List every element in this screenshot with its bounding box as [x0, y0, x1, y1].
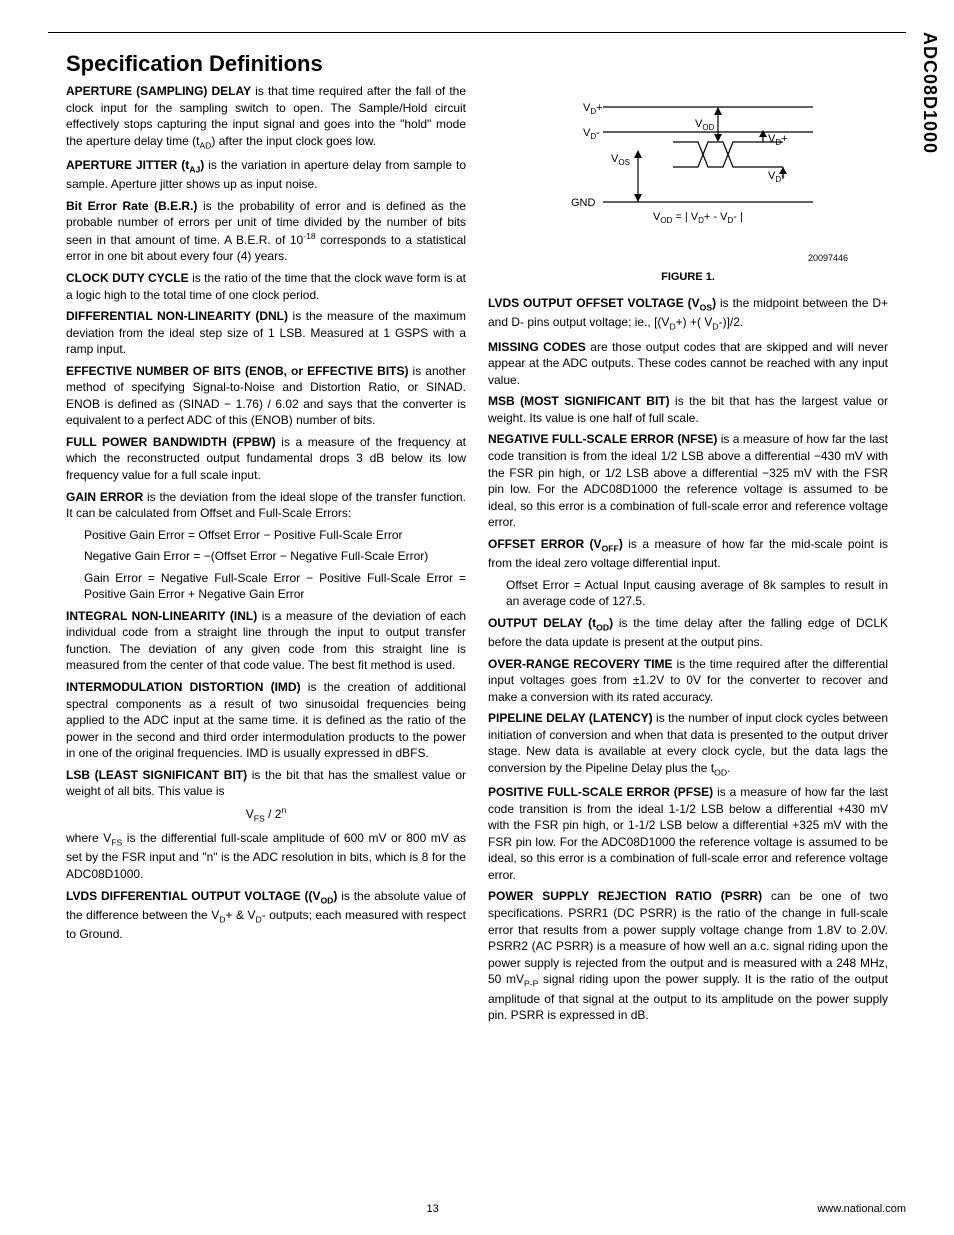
definition: OFFSET ERROR (VOFF) is a measure of how … — [488, 536, 888, 572]
svg-text:VD+: VD+ — [583, 102, 603, 116]
svg-text:GND: GND — [571, 197, 596, 209]
definition: FULL POWER BANDWIDTH (FPBW) is a measure… — [66, 434, 466, 484]
gain-line: Positive Gain Error = Offset Error − Pos… — [66, 527, 466, 544]
definition: POWER SUPPLY REJECTION RATIO (PSRR) can … — [488, 888, 888, 1023]
svg-text:VOS: VOS — [611, 153, 630, 167]
svg-text:VOD = | VD+ - VD- |: VOD = | VD+ - VD- | — [653, 211, 743, 225]
definition: APERTURE JITTER (tAJ) is the variation i… — [66, 157, 466, 193]
definition: LVDS DIFFERENTIAL OUTPUT VOLTAGE ((VOD) … — [66, 888, 466, 943]
svg-text:VOD: VOD — [695, 118, 715, 132]
svg-text:VD+: VD+ — [768, 133, 788, 147]
definition: LVDS OUTPUT OFFSET VOLTAGE (VOS) is the … — [488, 295, 888, 334]
svg-text:VD-: VD- — [768, 170, 785, 184]
definition: OUTPUT DELAY (tOD) is the time delay aft… — [488, 615, 888, 651]
footer: 13 www.national.com — [48, 1203, 906, 1215]
content-frame: Specification Definitions APERTURE (SAMP… — [48, 32, 906, 1162]
definition: MSB (MOST SIGNIFICANT BIT) is the bit th… — [488, 393, 888, 426]
definition: NEGATIVE FULL-SCALE ERROR (NFSE) is a me… — [488, 431, 888, 530]
definition: CLOCK DUTY CYCLE is the ratio of the tim… — [66, 270, 466, 303]
lsb-formula: VFS / 2n — [66, 805, 466, 825]
figure-caption: FIGURE 1. — [488, 270, 888, 285]
columns: APERTURE (SAMPLING) DELAY is that time r… — [66, 83, 888, 1029]
definition: Bit Error Rate (B.E.R.) is the probabili… — [66, 198, 466, 265]
gain-line: Gain Error = Negative Full-Scale Error −… — [66, 570, 466, 603]
page-number: 13 — [427, 1203, 439, 1215]
definition: APERTURE (SAMPLING) DELAY is that time r… — [66, 83, 466, 152]
svg-text:VD-: VD- — [583, 127, 600, 141]
definition: MISSING CODES are those output codes tha… — [488, 339, 888, 389]
figure-id: 20097446 — [488, 252, 888, 264]
lsb-tail: where VFS is the differential full-scale… — [66, 830, 466, 882]
definition: INTEGRAL NON-LINEARITY (INL) is a measur… — [66, 608, 466, 674]
definition: DIFFERENTIAL NON-LINEARITY (DNL) is the … — [66, 308, 466, 358]
figure-1: VD+ VD- VOS VOD VD+ VD- GND VOD = | VD+ - VD- |… — [488, 87, 888, 285]
definition: OVER-RANGE RECOVERY TIME is the time req… — [488, 656, 888, 706]
site-url: www.national.com — [817, 1203, 906, 1215]
definition: PIPELINE DELAY (LATENCY) is the number o… — [488, 710, 888, 779]
right-column: VD+ VD- VOS VOD VD+ VD- GND VOD = | VD+ - VD- |… — [488, 83, 888, 1029]
page-title: Specification Definitions — [66, 51, 888, 77]
definition: GAIN ERROR is the deviation from the ide… — [66, 489, 466, 522]
definition: EFFECTIVE NUMBER OF BITS (ENOB, or EFFEC… — [66, 363, 466, 429]
offset-line: Offset Error = Actual Input causing aver… — [488, 577, 888, 610]
part-number-label: ADC08D1000 — [919, 32, 940, 154]
lvds-diagram: VD+ VD- VOS VOD VD+ VD- GND VOD = | VD+ - VD- | — [533, 87, 843, 247]
left-column: APERTURE (SAMPLING) DELAY is that time r… — [66, 83, 466, 1029]
gain-line: Negative Gain Error = −(Offset Error − N… — [66, 548, 466, 565]
page: ADC08D1000 Specification Definitions APE… — [0, 0, 954, 1235]
definition: LSB (LEAST SIGNIFICANT BIT) is the bit t… — [66, 767, 466, 800]
definition: POSITIVE FULL-SCALE ERROR (PFSE) is a me… — [488, 784, 888, 883]
definition: INTERMODULATION DISTORTION (IMD) is the … — [66, 679, 466, 762]
